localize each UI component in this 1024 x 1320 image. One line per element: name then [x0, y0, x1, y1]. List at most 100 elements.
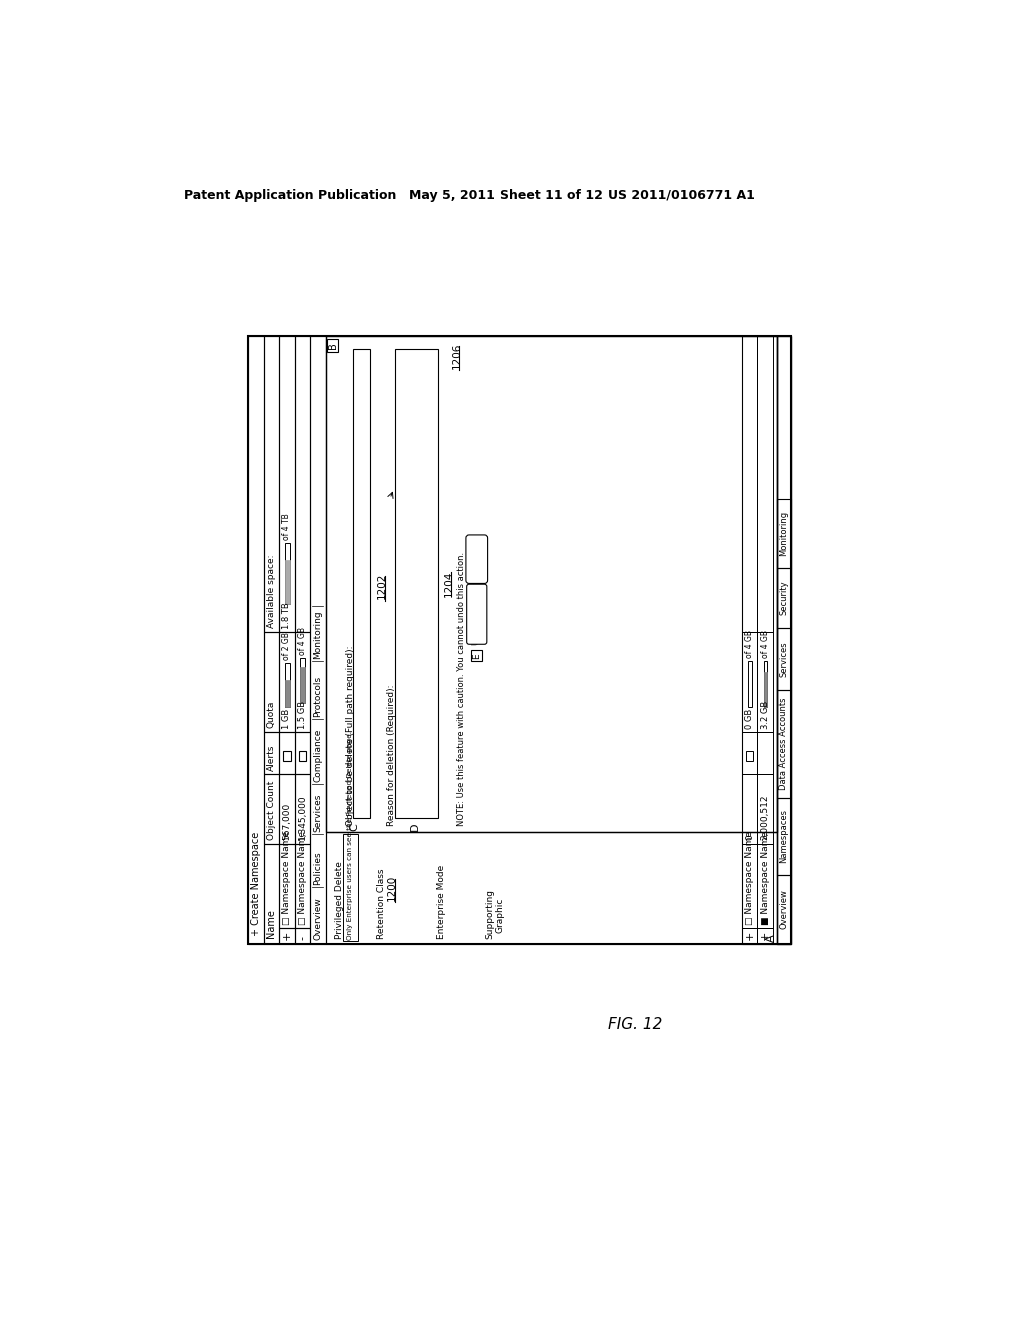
Text: Alerts: Alerts — [267, 744, 275, 771]
Text: US 2011/0106771 A1: US 2011/0106771 A1 — [608, 189, 756, 202]
Bar — [285, 560, 290, 605]
Bar — [328, 339, 338, 352]
Text: Overview: Overview — [313, 898, 323, 940]
Text: Only Enterprise users can see the Privileged Delete page.: Only Enterprise users can see the Privil… — [347, 731, 353, 940]
Text: 0: 0 — [745, 834, 754, 840]
Text: Compliance: Compliance — [313, 729, 323, 781]
Bar — [758, 733, 773, 775]
Bar — [741, 843, 758, 928]
Text: B: B — [328, 342, 338, 348]
Bar — [758, 843, 773, 928]
Text: -: - — [297, 936, 307, 940]
Bar — [263, 632, 280, 733]
Text: 567,000: 567,000 — [283, 803, 292, 840]
Text: May 5, 2011: May 5, 2011 — [409, 189, 495, 202]
Bar — [248, 335, 263, 944]
Bar — [295, 335, 310, 632]
Bar — [300, 659, 305, 702]
Text: 1 GB: 1 GB — [283, 709, 292, 729]
Text: Data Access Accounts: Data Access Accounts — [779, 697, 788, 789]
Text: Quota: Quota — [267, 701, 275, 729]
Text: 0 GB: 0 GB — [745, 709, 754, 729]
Text: NOTE: Use this feature with caution. You cannot undo this action.: NOTE: Use this feature with caution. You… — [457, 552, 466, 826]
Bar — [326, 335, 776, 832]
Text: Name: Name — [266, 908, 276, 937]
Text: Cancel: Cancel — [472, 544, 481, 574]
Bar — [285, 681, 290, 708]
Text: 1202: 1202 — [377, 573, 387, 599]
Text: Retention Class: Retention Class — [377, 869, 386, 940]
Text: Services: Services — [313, 793, 323, 832]
Bar — [776, 797, 791, 875]
Bar — [300, 668, 305, 702]
Text: □ Namespace Name: □ Namespace Name — [283, 832, 292, 925]
Text: 1.8 TB: 1.8 TB — [283, 602, 292, 628]
Bar — [263, 843, 280, 944]
Text: +: + — [760, 931, 770, 940]
Text: 1,345,000: 1,345,000 — [298, 795, 307, 840]
Bar — [248, 335, 791, 944]
Bar — [748, 661, 752, 708]
Bar — [741, 335, 776, 944]
Bar — [352, 350, 370, 818]
Bar — [741, 928, 758, 944]
Text: Security: Security — [779, 581, 788, 615]
Text: +: + — [282, 931, 292, 940]
Text: of 4 GB: of 4 GB — [298, 627, 307, 655]
Bar — [741, 733, 758, 775]
Text: of 4 TB: of 4 TB — [283, 512, 292, 540]
Bar — [776, 499, 791, 568]
Text: 1200: 1200 — [387, 874, 397, 900]
Text: of 4 GB: of 4 GB — [761, 630, 770, 659]
Text: D: D — [410, 822, 420, 830]
Text: + Create Namespace: + Create Namespace — [251, 832, 261, 936]
Text: FIG. 12: FIG. 12 — [608, 1018, 663, 1032]
Text: Overview: Overview — [779, 890, 788, 929]
Text: Monitoring: Monitoring — [313, 610, 323, 659]
Bar — [758, 928, 773, 944]
Bar — [776, 628, 791, 690]
Text: Supporting: Supporting — [485, 890, 495, 940]
Text: Namespaces: Namespaces — [779, 809, 788, 863]
Bar — [295, 928, 310, 944]
Bar — [280, 775, 295, 843]
Text: Reason for deletion (Required):: Reason for deletion (Required): — [387, 685, 396, 826]
Text: 1204: 1204 — [443, 570, 454, 597]
Bar — [741, 775, 758, 843]
Bar — [764, 672, 767, 708]
Bar — [745, 751, 754, 760]
Text: Patent Application Publication: Patent Application Publication — [183, 189, 396, 202]
Text: Monitoring: Monitoring — [779, 511, 788, 556]
Bar — [280, 733, 295, 775]
Text: Policies: Policies — [313, 851, 323, 884]
Text: □ Namespace Name: □ Namespace Name — [298, 832, 307, 925]
Text: Protocols: Protocols — [313, 676, 323, 717]
Text: Sheet 11 of 12: Sheet 11 of 12 — [500, 189, 603, 202]
Bar — [776, 875, 791, 944]
Bar — [741, 335, 758, 632]
Bar — [299, 751, 306, 760]
Bar — [395, 350, 438, 818]
Bar — [295, 775, 310, 843]
Bar — [263, 335, 280, 632]
Bar — [471, 651, 482, 661]
Bar — [764, 661, 767, 708]
Bar — [776, 690, 791, 797]
Bar — [280, 928, 295, 944]
Bar — [758, 775, 773, 843]
Text: 1.5 GB: 1.5 GB — [298, 701, 307, 729]
Bar — [776, 568, 791, 628]
Bar — [263, 733, 280, 775]
Text: Update Policy: Update Policy — [472, 583, 481, 645]
Bar — [295, 733, 310, 775]
Text: □ Namespace Name: □ Namespace Name — [745, 832, 754, 925]
Bar — [741, 632, 758, 733]
Bar — [326, 832, 776, 944]
Text: Services: Services — [779, 642, 788, 677]
Text: of 4 GB: of 4 GB — [745, 630, 754, 659]
Text: ■ Namespace Name: ■ Namespace Name — [761, 832, 770, 925]
FancyBboxPatch shape — [466, 535, 487, 583]
Bar — [283, 751, 291, 760]
Text: E: E — [472, 653, 481, 659]
Bar — [758, 632, 773, 733]
